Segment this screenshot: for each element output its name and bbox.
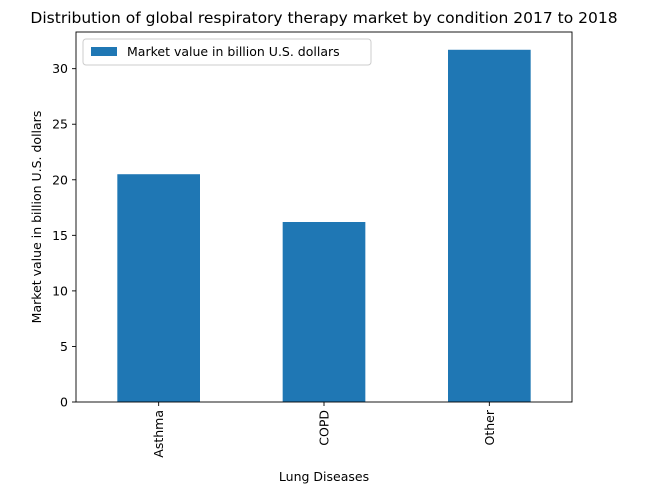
y-tick-label: 25 (52, 117, 68, 132)
plot-area: 0 5 10 15 20 25 30 Asthma COPD Other (52, 31, 573, 458)
x-tick-label-copd: COPD (317, 410, 332, 446)
bar-other (448, 49, 531, 402)
chart-title: Distribution of global respiratory thera… (30, 9, 617, 27)
x-tick-label-other: Other (482, 409, 497, 445)
y-tick-label: 20 (52, 172, 68, 187)
bar-copd (282, 222, 366, 402)
y-tick-label: 10 (52, 283, 68, 298)
x-tick-label-asthma: Asthma (151, 410, 166, 458)
bar-asthma (117, 174, 200, 402)
legend-box (82, 38, 372, 66)
legend-label: Market value in billion U.S. dollars (127, 44, 340, 59)
y-tick-label: 5 (60, 339, 68, 354)
y-tick-label: 15 (52, 228, 68, 243)
y-axis-label: Market value in billion U.S. dollars (29, 111, 44, 324)
legend-swatch (91, 47, 117, 56)
x-axis-label: Lung Diseases (279, 469, 369, 484)
y-tick-label: 0 (60, 395, 68, 410)
y-tick-label: 30 (52, 61, 68, 76)
legend: Market value in billion U.S. dollars (82, 38, 372, 66)
